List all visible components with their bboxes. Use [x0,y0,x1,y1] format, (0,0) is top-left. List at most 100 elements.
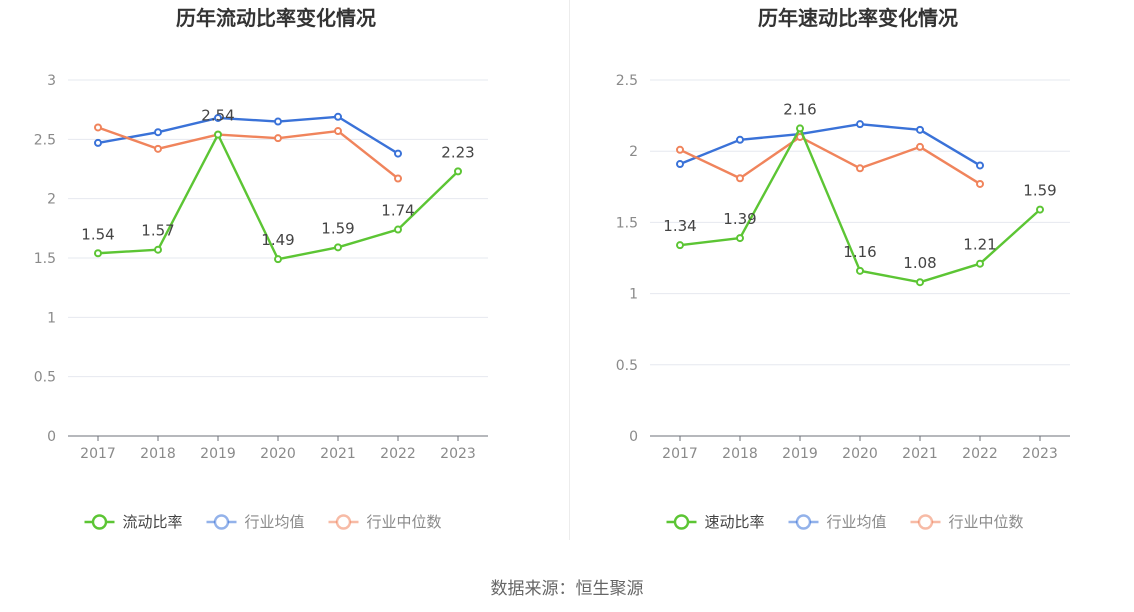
x-tick-label: 2018 [140,446,176,462]
x-tick-label: 2017 [662,446,698,462]
legend-item[interactable]: 流动比率 [84,513,183,531]
legend-item[interactable]: 行业中位数 [910,513,1024,531]
data-point[interactable] [274,134,282,143]
data-point[interactable] [976,179,984,188]
y-tick-label: 1.5 [616,215,638,231]
x-tick-label: 2022 [962,446,998,462]
data-point[interactable] [676,241,684,250]
legend-label: 行业均值 [827,513,887,531]
data-point[interactable] [274,117,282,126]
legend-item[interactable]: 行业均值 [788,513,887,531]
legend-item[interactable]: 速动比率 [666,513,765,531]
grid-lines [650,79,1070,366]
y-tick-label: 3 [47,73,56,89]
data-point[interactable] [334,112,342,121]
data-label: 1.34 [663,217,696,235]
legend-label: 行业均值 [245,513,305,531]
y-tick-label: 0 [47,429,56,445]
data-point[interactable] [856,266,864,275]
data-label: 1.74 [381,202,414,220]
data-point[interactable] [676,145,684,154]
y-tick-label: 2 [47,192,56,208]
series-line [679,135,981,185]
data-point[interactable] [214,113,222,122]
data-point[interactable] [736,234,744,243]
legend-label: 速动比率 [705,513,765,531]
data-label: 1.54 [81,225,114,243]
legend-swatch-marker [213,514,230,530]
data-point[interactable] [94,138,102,147]
data-source-note: 数据来源：恒生聚源 [490,579,644,599]
x-tick-label: 2020 [260,446,296,462]
legend-item[interactable]: 行业中位数 [328,513,442,531]
data-label: 1.39 [723,210,756,228]
legend-swatch-marker [673,514,690,530]
data-point[interactable] [916,278,924,287]
data-point[interactable] [274,255,282,264]
data-point[interactable] [94,123,102,132]
data-point[interactable] [736,135,744,144]
data-point[interactable] [334,243,342,252]
data-point[interactable] [736,174,744,183]
data-point[interactable] [394,174,402,183]
chart-panel-current-ratio: 历年流动比率变化情况 0 0.5 1 1.5 2 2.5 3 2017 2018 2019 2020 2… [0,0,567,545]
data-point[interactable] [454,167,462,176]
series-company [676,124,1044,287]
data-point[interactable] [1036,205,1044,214]
data-label: 2.16 [783,100,816,118]
data-point[interactable] [214,130,222,139]
data-point[interactable] [676,160,684,169]
data-point[interactable] [916,142,924,151]
data-point[interactable] [394,149,402,158]
y-tick-label: 1 [629,287,638,303]
data-label: 1.08 [903,254,936,272]
data-point[interactable] [916,125,924,134]
legend-swatch-marker [795,514,812,530]
x-tick-label: 2017 [80,446,116,462]
y-tick-label: 1.5 [34,251,56,267]
data-point[interactable] [94,249,102,258]
data-point[interactable] [394,225,402,234]
y-tick-label: 2 [629,144,638,160]
series-line [97,126,399,180]
y-tick-label: 2.5 [34,132,56,148]
data-point[interactable] [976,259,984,268]
legend-swatch-marker [335,514,352,530]
current-ratio-chart: 历年流动比率变化情况 0 0.5 1 1.5 2 2.5 3 2017 2018 2019 2020 2… [34,6,488,531]
data-label: 1.59 [1023,182,1056,200]
data-point[interactable] [976,161,984,170]
data-point[interactable] [154,144,162,153]
data-point[interactable] [334,127,342,136]
data-point[interactable] [796,124,804,133]
data-point[interactable] [856,164,864,173]
panel-divider [569,0,570,540]
legend-label: 行业中位数 [367,513,442,531]
series-company [94,130,462,264]
x-tick-label: 2023 [1022,446,1058,462]
x-tick-label: 2019 [200,446,236,462]
data-label: 2.54 [201,107,234,125]
x-tick-label: 2020 [842,446,878,462]
y-tick-label: 0.5 [34,370,56,386]
data-label: 2.23 [441,143,474,161]
legend-label: 行业中位数 [949,513,1024,531]
legend-item[interactable]: 行业均值 [206,513,305,531]
chart-title: 历年速动比率变化情况 [758,6,958,30]
legend-swatch-marker [91,514,108,530]
x-tick-label: 2021 [902,446,938,462]
chart-title: 历年流动比率变化情况 [176,6,376,30]
quick-ratio-chart: 历年速动比率变化情况 0 0.5 1 1.5 2 2.5 2017 2018 2019 2020 20… [616,6,1070,531]
series-line [97,115,399,155]
data-point[interactable] [154,128,162,137]
series-industry-median [676,132,984,188]
series-industry-median [94,123,402,183]
y-tick-label: 2.5 [616,73,638,89]
data-label: 1.16 [843,243,876,261]
data-label: 1.57 [141,222,174,240]
data-label: 1.49 [261,231,294,249]
data-label: 1.59 [321,219,354,237]
data-point[interactable] [154,245,162,254]
series-industry-avg [676,120,984,170]
data-point[interactable] [856,120,864,129]
legend-swatch-marker [917,514,934,530]
